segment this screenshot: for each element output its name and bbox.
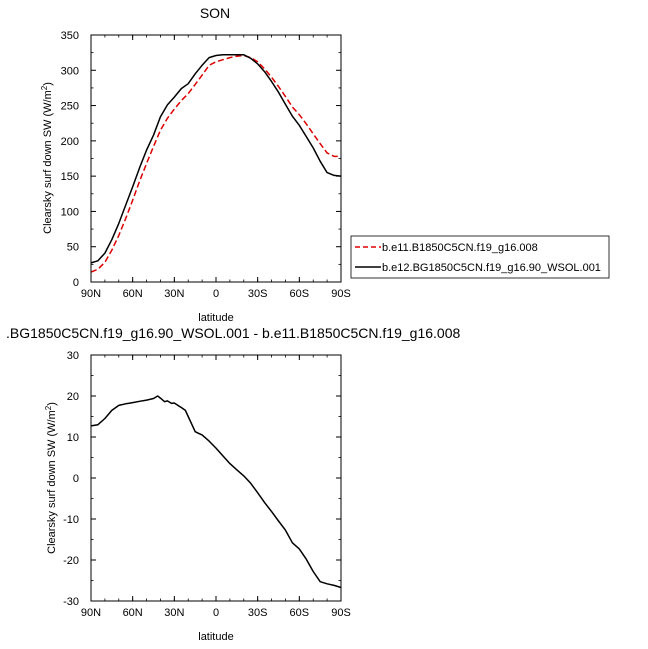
top-axes: 90N 60N 30N 0 30S 60S 90S 0 50 100 150 200 250 300 350 xyxy=(61,30,351,300)
bottom-y-label-sup: 2 xyxy=(44,405,53,410)
top-y-tick-label: 50 xyxy=(67,242,79,254)
bottom-x-tick-label: 60N xyxy=(123,607,143,619)
top-y-tick-label: 0 xyxy=(73,277,79,289)
bottom-y-tick-label: 0 xyxy=(73,473,79,485)
top-panel: SON 90N 60N 30N 0 30S 60S 90S 0 50 100 150 200 250 30… xyxy=(40,5,351,324)
top-chart-title: SON xyxy=(200,5,230,21)
top-plot-frame xyxy=(90,34,342,283)
bottom-series-line-0 xyxy=(90,395,342,589)
top-series-line-1 xyxy=(90,54,342,264)
top-y-tick-label: 150 xyxy=(61,171,79,183)
bottom-x-axis-label: latitude xyxy=(198,631,233,643)
bottom-series-group xyxy=(90,395,342,589)
top-y-tick-label: 300 xyxy=(61,65,79,77)
bottom-x-tick-label: 90N xyxy=(81,607,101,619)
top-x-tick-label: 30N xyxy=(164,288,184,300)
bottom-plot-frame xyxy=(90,354,342,602)
bottom-y-tick-label: 10 xyxy=(67,432,79,444)
bottom-panel: .BG1850C5CN.f19_g16.90_WSOL.001 - b.e11.… xyxy=(6,325,460,643)
top-y-tick-label: 350 xyxy=(61,30,79,42)
top-y-tick-label: 250 xyxy=(61,101,79,113)
bottom-y-axis-label: Clearsky surf down SW (W/m2) xyxy=(44,402,58,554)
bottom-chart-title: .BG1850C5CN.f19_g16.90_WSOL.001 - b.e11.… xyxy=(6,325,460,341)
bottom-y-tick-label: -10 xyxy=(63,514,79,526)
top-y-tick-label: 100 xyxy=(61,206,79,218)
bottom-y-tick-label: -20 xyxy=(63,555,79,567)
top-y-axis-label: Clearsky surf down SW (W/m2) xyxy=(40,82,54,234)
legend-box xyxy=(350,235,610,279)
top-x-tick-label: 60N xyxy=(123,288,143,300)
top-y-tick-label: 200 xyxy=(61,136,79,148)
bottom-y-label-main: Clearsky surf down SW (W/m xyxy=(46,410,58,554)
legend-label-control: b.e11.B1850C5CN.f19_g16.008 xyxy=(382,242,538,254)
top-x-axis-label: latitude xyxy=(198,312,233,324)
bottom-axes: 90N 60N 30N 0 30S 60S 90S -30 -20 -10 0 10 20 30 xyxy=(63,350,351,619)
legend-label-experiment: b.e12.BG1850C5CN.f19_g16.90_WSOL.001 xyxy=(382,262,601,274)
bottom-x-tick-label: 0 xyxy=(213,607,219,619)
bottom-x-tick-label: 60S xyxy=(290,607,310,619)
top-x-tick-label: 90S xyxy=(331,288,351,300)
top-x-tick-label: 60S xyxy=(290,288,310,300)
top-x-tick-label: 30S xyxy=(248,288,268,300)
legend: b.e11.B1850C5CN.f19_g16.008 b.e12.BG1850… xyxy=(350,235,610,279)
top-series-group xyxy=(90,54,342,273)
bottom-y-tick-label: 30 xyxy=(67,350,79,362)
bottom-y-label-end: ) xyxy=(46,402,58,406)
top-series-line-0 xyxy=(90,54,341,273)
bottom-x-tick-label: 30S xyxy=(248,607,268,619)
top-y-label-end: ) xyxy=(42,82,54,86)
bottom-x-tick-label: 90S xyxy=(331,607,351,619)
bottom-x-tick-label: 30N xyxy=(164,607,184,619)
top-y-label-sup: 2 xyxy=(40,85,49,90)
bottom-y-tick-label: -30 xyxy=(63,596,79,608)
top-x-tick-label: 0 xyxy=(213,288,219,300)
top-y-label-main: Clearsky surf down SW (W/m xyxy=(42,90,54,234)
top-x-tick-label: 90N xyxy=(81,288,101,300)
bottom-y-tick-label: 20 xyxy=(67,391,79,403)
